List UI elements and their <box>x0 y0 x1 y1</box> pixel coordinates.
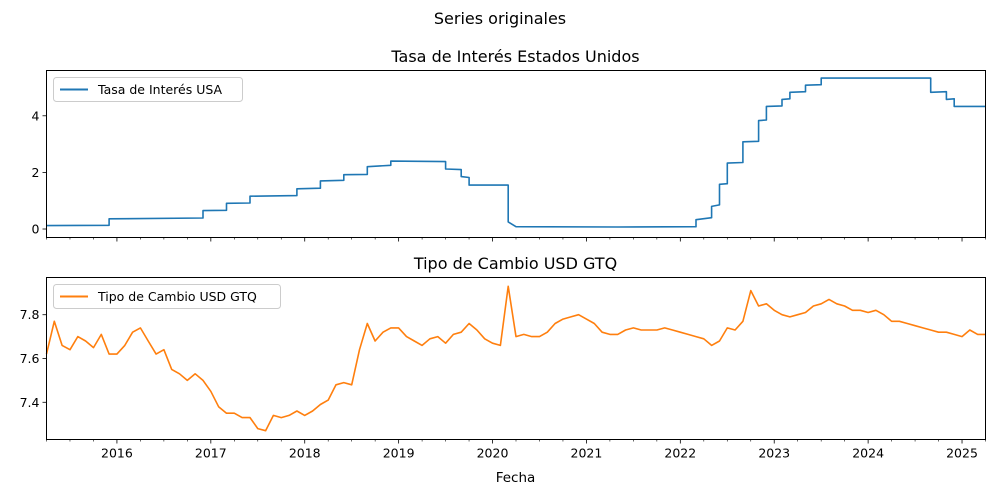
exchange-rate-y-tick-label-2: 7.8 <box>20 307 40 322</box>
exchange-rate-chart: Tipo de Cambio USD GTQ 7.47.67.8 2016 201… <box>20 254 986 461</box>
x-tick-label-8: 2024 <box>852 446 884 461</box>
exchange-rate-y-axis: 7.4 7.6 7.8 <box>20 307 47 410</box>
exchange-rate-series-group <box>45 285 986 432</box>
exchange-rate-y-tick-label-1: 7.6 <box>20 351 40 366</box>
x-tick-label-6: 2022 <box>664 446 696 461</box>
x-axis-label: Fecha <box>496 470 536 486</box>
exchange-rate-axes-frame <box>46 277 986 440</box>
exchange-rate-legend: Tipo de Cambio USD GTQ <box>53 284 281 309</box>
x-tick-label-7: 2023 <box>758 446 790 461</box>
interest-rate-legend-box <box>53 77 243 102</box>
interest-rate-series-line-0 <box>46 77 986 228</box>
interest-rate-series-group <box>46 77 986 228</box>
exchange-rate-y-tick-label-0: 7.4 <box>20 395 40 410</box>
interest-rate-y-tick-label-0: 0 <box>32 222 40 237</box>
exchange-rate-x-axis: 2016 2017 2018 2019 2020 2021 2022 2023 2024 2025 <box>46 439 986 461</box>
interest-rate-chart: Tasa de Interés Estados Unidos 0 2 4 Tasa … <box>32 47 986 242</box>
exchange-rate-series-line-0 <box>45 285 986 432</box>
interest-rate-legend: Tasa de Interés USA <box>53 77 243 102</box>
figure-suptitle: Series originales <box>434 9 566 28</box>
exchange-rate-legend-box <box>53 284 281 309</box>
exchange-rate-chart-title: Tipo de Cambio USD GTQ <box>413 254 617 273</box>
x-tick-label-4: 2020 <box>477 446 509 461</box>
interest-rate-y-tick-label-1: 2 <box>32 165 40 180</box>
interest-rate-y-tick-label-2: 4 <box>32 108 40 123</box>
interest-rate-x-axis <box>46 237 986 242</box>
x-tick-label-9: 2025 <box>946 446 978 461</box>
x-tick-label-0: 2016 <box>101 446 133 461</box>
exchange-rate-legend-label: Tipo de Cambio USD GTQ <box>97 289 257 304</box>
x-tick-label-5: 2021 <box>571 446 603 461</box>
x-tick-label-1: 2017 <box>195 446 227 461</box>
interest-rate-chart-title: Tasa de Interés Estados Unidos <box>390 47 639 66</box>
interest-rate-legend-label: Tasa de Interés USA <box>97 82 223 97</box>
x-tick-label-3: 2019 <box>383 446 415 461</box>
x-tick-label-2: 2018 <box>289 446 321 461</box>
interest-rate-y-axis: 0 2 4 <box>32 108 47 237</box>
interest-rate-axes-frame <box>46 70 986 238</box>
